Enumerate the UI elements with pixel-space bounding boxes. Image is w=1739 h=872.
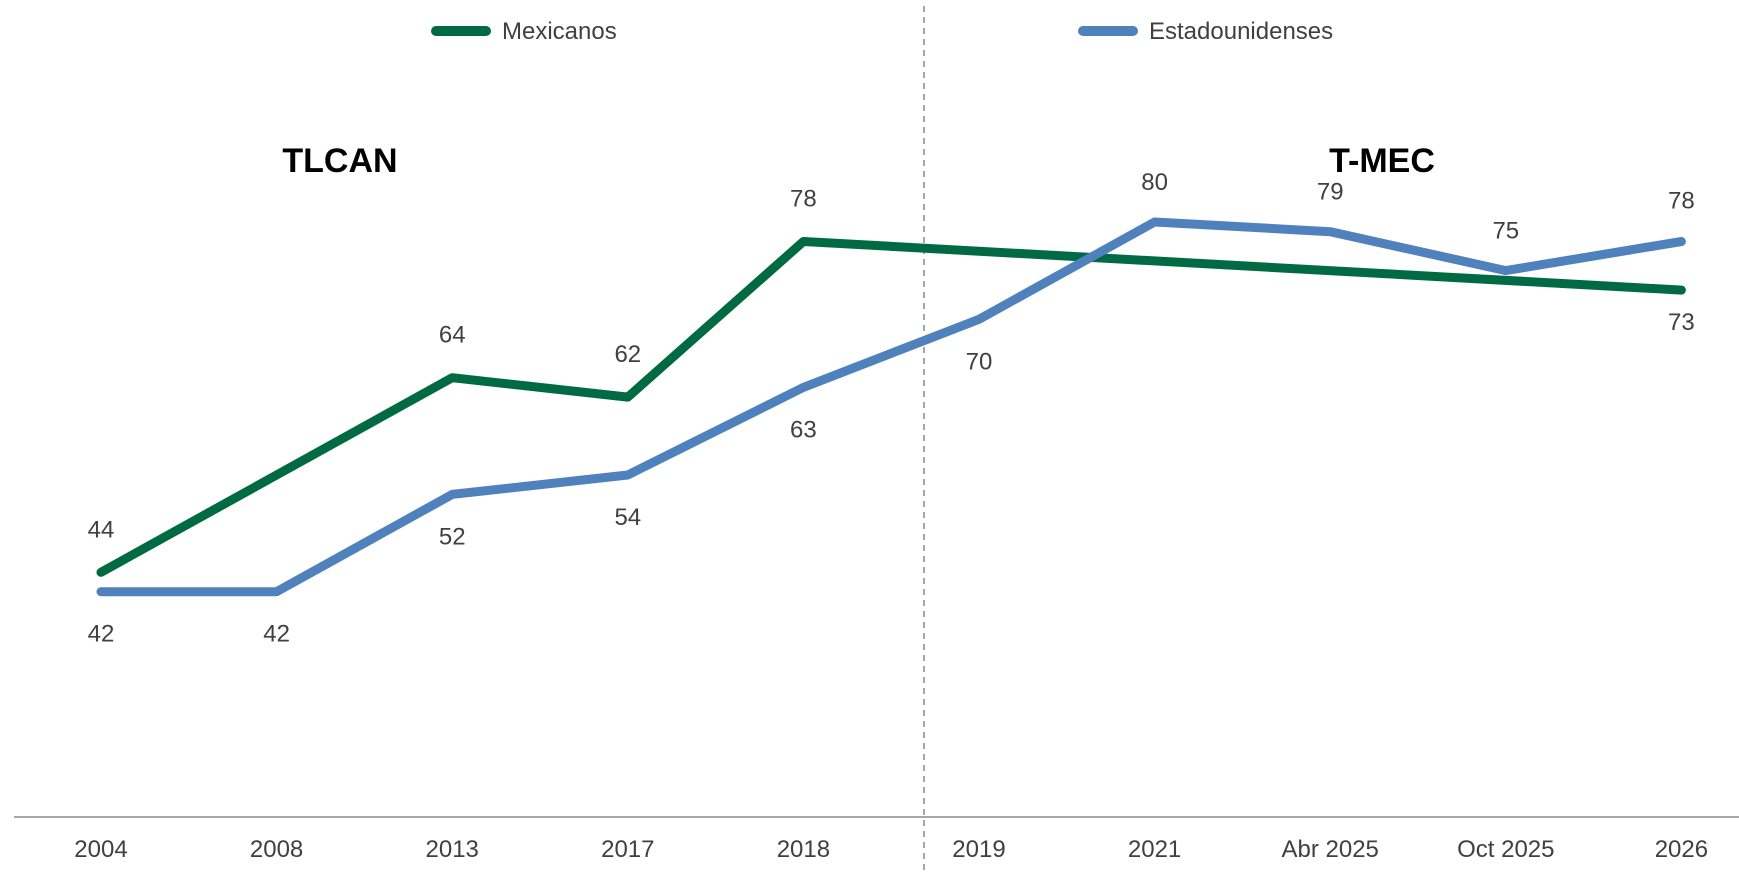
data-label: 42 (263, 621, 290, 648)
data-label: 62 (614, 341, 641, 368)
data-label: 42 (88, 621, 115, 648)
x-tick-label: 2013 (426, 836, 479, 863)
data-label: 54 (614, 504, 641, 531)
x-tick-label: 2008 (250, 836, 303, 863)
x-tick-label: 2017 (601, 836, 654, 863)
data-labels: 44 64 62 78 73 42 42 52 54 63 70 80 79 75 78 (88, 169, 1695, 648)
x-axis-tick-labels: 2004 2008 2013 2017 2018 2019 2021 Abr 2025 Oct … (74, 836, 1708, 863)
legend: Mexicanos Estadounidenses (431, 18, 1333, 45)
series-lines (96, 217, 1686, 597)
x-tick-label: 2026 (1655, 836, 1708, 863)
data-label: 73 (1668, 309, 1695, 336)
data-label: 75 (1492, 218, 1519, 245)
data-label: 64 (439, 322, 466, 349)
x-tick-label: 2004 (74, 836, 127, 863)
x-tick-label: Abr 2025 (1281, 836, 1378, 863)
x-tick-label: 2018 (777, 836, 830, 863)
data-label: 44 (88, 516, 115, 543)
data-label: 79 (1317, 179, 1344, 206)
x-tick-label: 2019 (952, 836, 1005, 863)
data-label: 80 (1141, 169, 1168, 196)
period-labels: TLCAN T-MEC (282, 142, 1434, 180)
data-label: 63 (790, 416, 817, 443)
x-tick-label: Oct 2025 (1457, 836, 1554, 863)
legend-label: Mexicanos (502, 18, 617, 45)
data-label: 78 (790, 185, 817, 212)
period-label-tlcan: TLCAN (282, 142, 397, 180)
x-tick-label: 2021 (1128, 836, 1181, 863)
data-label: 70 (966, 348, 993, 375)
series-line-estadounidenses (96, 217, 1686, 597)
data-label: 78 (1668, 187, 1695, 214)
period-label-tmec: T-MEC (1329, 142, 1435, 180)
legend-label: Estadounidenses (1149, 18, 1333, 45)
series-line-mexicanos (96, 237, 1686, 577)
data-label: 52 (439, 523, 466, 550)
